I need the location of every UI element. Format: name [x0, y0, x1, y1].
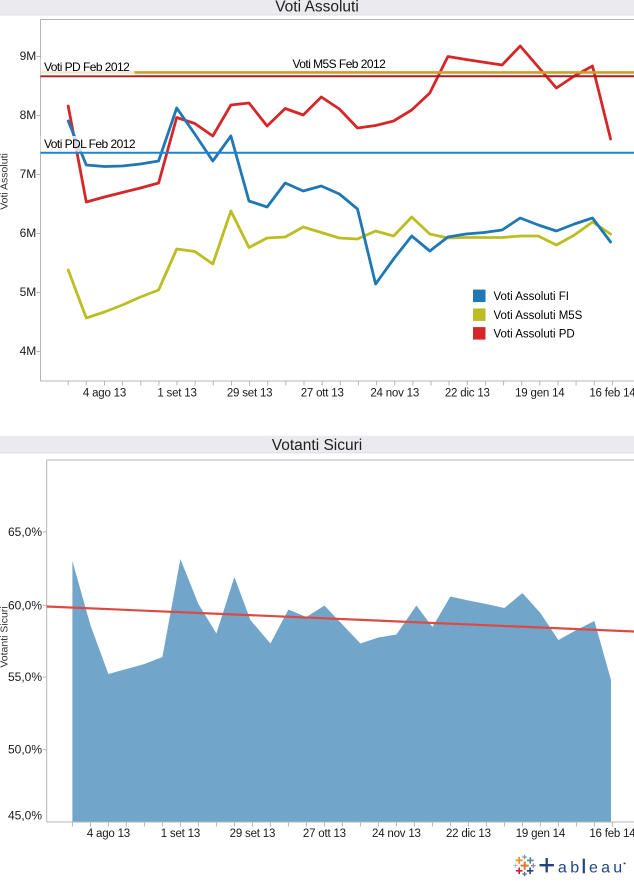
svg-text:a: a: [558, 859, 567, 876]
svg-text:u: u: [613, 859, 622, 876]
svg-text:Voti Assoluti: Voti Assoluti: [0, 153, 11, 210]
svg-text:8M: 8M: [20, 108, 37, 122]
svg-text:1 set 13: 1 set 13: [161, 828, 200, 840]
svg-text:45,0%: 45,0%: [8, 809, 42, 823]
svg-text:7M: 7M: [20, 167, 37, 181]
svg-text:Voti Assoluti: Voti Assoluti: [275, 0, 359, 16]
svg-text:55,0%: 55,0%: [8, 670, 42, 684]
svg-text:19 gen 14: 19 gen 14: [515, 387, 565, 399]
svg-text:1 set 13: 1 set 13: [157, 387, 196, 399]
svg-text:Votanti Sicuri: Votanti Sicuri: [0, 606, 11, 667]
svg-text:Voti PD Feb 2012: Voti PD Feb 2012: [44, 60, 130, 74]
svg-text:Votanti Sicuri: Votanti Sicuri: [272, 437, 362, 454]
svg-text:6M: 6M: [20, 226, 37, 240]
svg-text:24 nov 13: 24 nov 13: [372, 828, 421, 840]
svg-text:Voti Assoluti FI: Voti Assoluti FI: [494, 291, 569, 303]
svg-text:16 feb 14: 16 feb 14: [589, 387, 634, 399]
svg-text:Voti Assoluti M5S: Voti Assoluti M5S: [494, 310, 583, 322]
svg-text:4 ago 13: 4 ago 13: [87, 828, 130, 840]
svg-text:29 set 13: 29 set 13: [227, 387, 273, 399]
svg-text:a: a: [601, 859, 610, 876]
svg-text:65,0%: 65,0%: [8, 525, 42, 539]
svg-text:50,0%: 50,0%: [8, 743, 42, 757]
svg-text:24 nov 13: 24 nov 13: [370, 387, 419, 399]
svg-text:60,0%: 60,0%: [8, 598, 42, 612]
svg-text:22 dic 13: 22 dic 13: [446, 828, 491, 840]
svg-text:22 dic 13: 22 dic 13: [445, 387, 490, 399]
svg-text:27 ott 13: 27 ott 13: [301, 387, 344, 399]
svg-text:4M: 4M: [20, 344, 37, 358]
svg-text:Voti Assoluti PD: Voti Assoluti PD: [494, 329, 575, 341]
svg-text:19 gen 14: 19 gen 14: [516, 828, 566, 840]
svg-text:5M: 5M: [20, 285, 37, 299]
svg-text:9M: 9M: [20, 49, 37, 63]
svg-text:e: e: [589, 859, 598, 876]
svg-text:b: b: [570, 859, 579, 876]
svg-text:29 set 13: 29 set 13: [230, 828, 276, 840]
svg-text:Voti PDL Feb 2012: Voti PDL Feb 2012: [44, 137, 136, 151]
svg-text:4 ago 13: 4 ago 13: [83, 387, 126, 399]
svg-text:Voti M5S Feb 2012: Voti M5S Feb 2012: [293, 57, 387, 71]
svg-text:16 feb 14: 16 feb 14: [589, 828, 634, 840]
svg-text:27 ott 13: 27 ott 13: [303, 828, 346, 840]
